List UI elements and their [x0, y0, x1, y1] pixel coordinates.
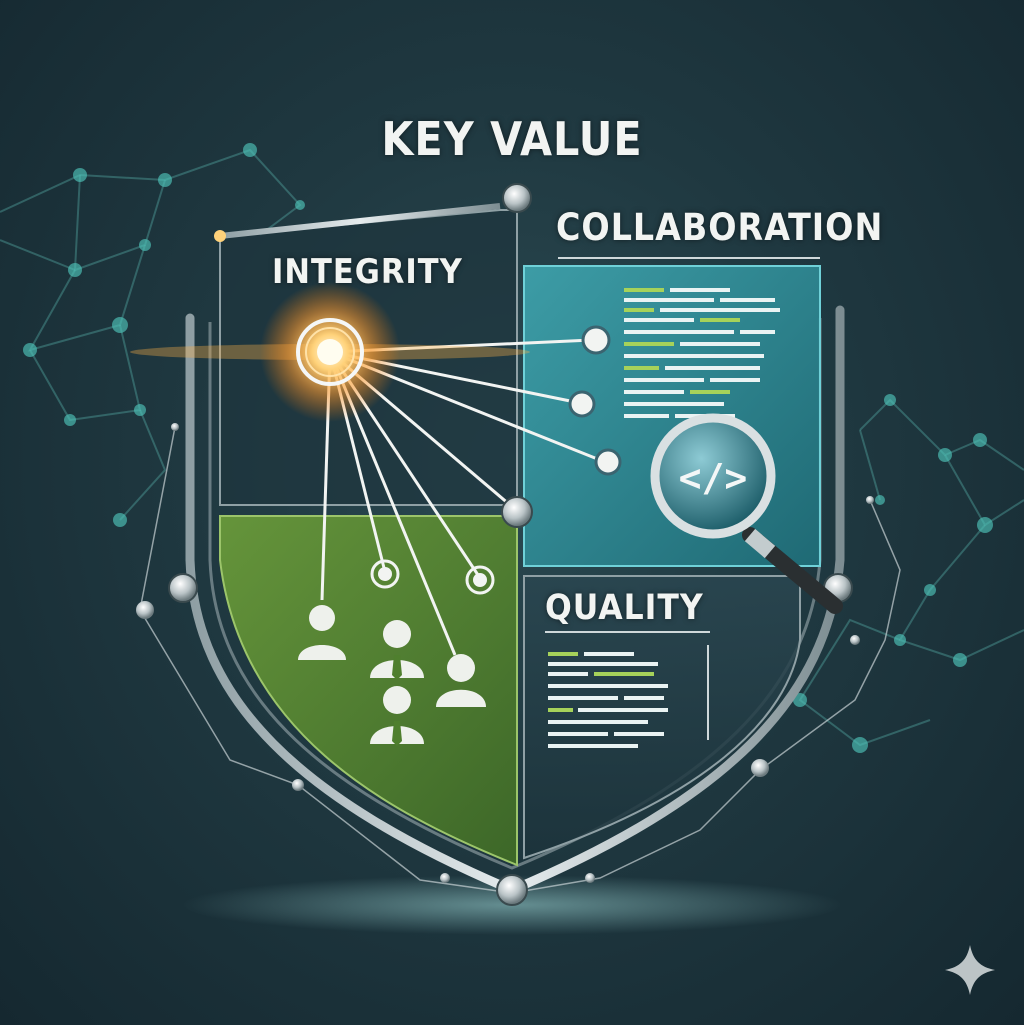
team-panel — [219, 515, 518, 867]
quality-code-lines — [548, 652, 668, 748]
person-tie-icon — [370, 620, 424, 680]
person-icon — [436, 654, 486, 707]
magnifier-code-icon: </> — [650, 413, 843, 614]
endpoint-nodes — [370, 325, 622, 595]
code-symbol: </> — [679, 456, 748, 500]
network-left — [0, 148, 302, 521]
person-tie-icon — [370, 686, 424, 746]
collaboration-label: COLLABORATION — [556, 206, 884, 249]
person-icon — [298, 605, 346, 660]
page-title: KEY VALUE — [381, 112, 643, 166]
team-people-icons — [298, 605, 486, 746]
network-right-nodes — [793, 394, 993, 753]
quality-label: QUALITY — [545, 588, 704, 628]
integrity-glow-hub — [130, 230, 530, 422]
integrity-label: INTEGRITY — [272, 252, 463, 292]
quality-panel — [523, 575, 801, 860]
sparkle-icon — [945, 945, 995, 995]
outer-circuit — [139, 426, 901, 894]
network-right — [798, 398, 1024, 747]
outer-circuit-nodes — [136, 423, 874, 883]
network-left-nodes — [23, 143, 305, 527]
integrity-top-rail — [219, 203, 501, 239]
